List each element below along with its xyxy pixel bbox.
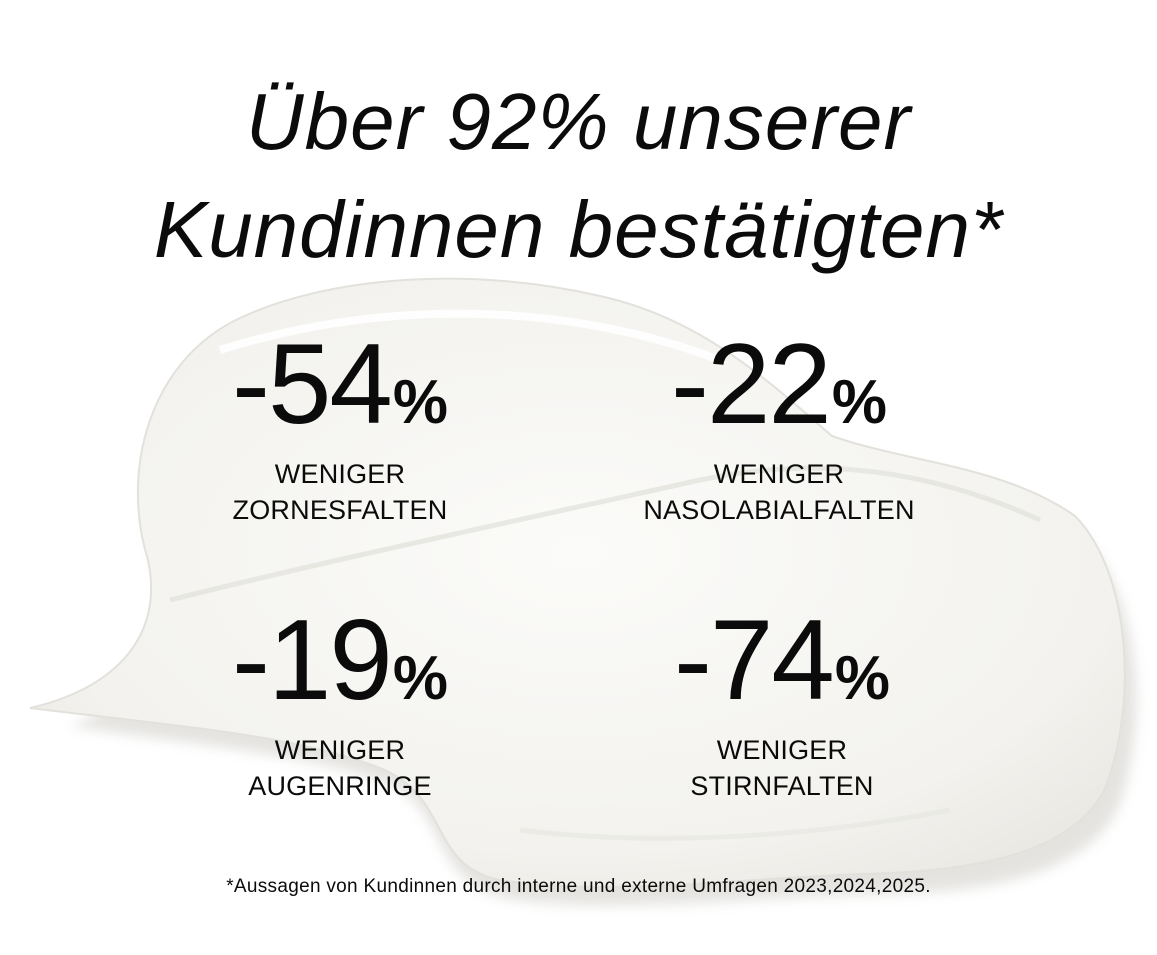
stat-value: -54% [150, 321, 530, 448]
headline-line-1: Über 92% unserer [245, 77, 912, 166]
stat-percent-sign: % [834, 644, 890, 713]
cream-swirl [169, 465, 1042, 603]
stat-number: -19 [232, 597, 393, 724]
stat-value: -22% [589, 321, 969, 448]
stat-value: -74% [592, 597, 972, 724]
stat-label-line-2: AUGENRINGE [248, 771, 432, 801]
stat-number: -74 [674, 597, 835, 724]
stat-label: WENIGER STIRNFALTEN [592, 732, 972, 804]
cream-swatch [29, 277, 1126, 888]
stat-label-line-2: STIRNFALTEN [690, 771, 874, 801]
stat-label-line-1: WENIGER [274, 459, 406, 489]
cream-swirl [519, 807, 951, 841]
headline-line-2: Kundinnen bestätigten* [153, 185, 1004, 274]
stat-percent-sign: % [831, 368, 887, 437]
stat-nasolabialfalten: -22% WENIGER NASOLABIALFALTEN [589, 328, 969, 528]
stat-percent-sign: % [392, 644, 448, 713]
stat-label: WENIGER AUGENRINGE [150, 732, 530, 804]
stat-number: -54 [232, 321, 393, 448]
stat-number: -22 [671, 321, 832, 448]
stat-value: -19% [150, 597, 530, 724]
stat-label: WENIGER ZORNESFALTEN [150, 456, 530, 528]
stat-zornesfalten: -54% WENIGER ZORNESFALTEN [150, 328, 530, 528]
stat-percent-sign: % [392, 368, 448, 437]
cream-swirl [218, 309, 722, 364]
stat-stirnfalten: -74% WENIGER STIRNFALTEN [592, 604, 972, 804]
stat-label-line-2: NASOLABIALFALTEN [643, 495, 915, 525]
stat-label: WENIGER NASOLABIALFALTEN [589, 456, 969, 528]
stat-label-line-2: ZORNESFALTEN [232, 495, 448, 525]
stat-augenringe: -19% WENIGER AUGENRINGE [150, 604, 530, 804]
stat-label-line-1: WENIGER [716, 735, 848, 765]
stat-label-line-1: WENIGER [713, 459, 845, 489]
footnote: *Aussagen von Kundinnen durch interne un… [226, 876, 931, 897]
stat-label-line-1: WENIGER [274, 735, 406, 765]
